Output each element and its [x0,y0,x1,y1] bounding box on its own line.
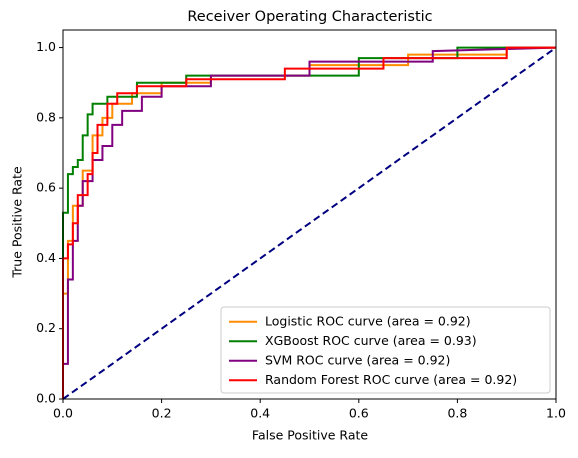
roc-line [62,46,557,399]
y-tick-label: 0.4 [36,250,56,265]
legend-label: XGBoost ROC curve (area = 0.93) [265,333,477,348]
y-tick-label: 1.0 [36,39,56,54]
plot-frame [62,29,557,400]
x-tick-label: 0.6 [349,406,369,421]
roc-line [62,46,557,400]
chart-title: Receiver Operating Characteristic [187,9,432,25]
legend-label: Random Forest ROC curve (area = 0.92) [265,372,517,387]
y-axis-label: True Positive Rate [10,166,25,279]
x-tick-label: 0.4 [250,406,270,421]
y-tick-label: 0.2 [36,320,56,335]
y-tick-label: 0.8 [36,109,56,124]
legend-label: Logistic ROC curve (area = 0.92) [265,313,471,328]
x-tick-label: 0.8 [447,406,467,421]
x-tick-label: 1.0 [546,406,566,421]
y-tick-label: 0.0 [36,391,56,406]
roc-line [62,46,556,399]
roc-line [62,46,556,399]
x-axis-label: False Positive Rate [252,428,368,443]
legend-box [220,306,551,394]
x-tick-label: 0.2 [152,406,172,421]
legend-label: SVM ROC curve (area = 0.92) [265,352,450,367]
x-tick-label: 0.0 [53,406,73,421]
y-tick-label: 0.6 [36,180,56,195]
